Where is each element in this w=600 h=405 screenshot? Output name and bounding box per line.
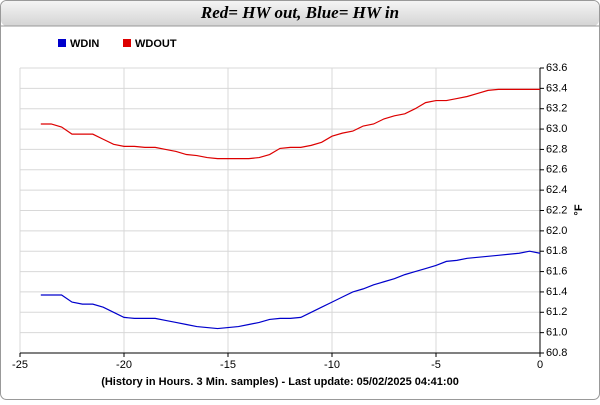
y-tick-label: 63.2: [546, 103, 567, 115]
y-tick-label: 60.8: [546, 347, 567, 359]
y-tick-label: 61.0: [546, 327, 567, 339]
y-tick-label: 62.2: [546, 204, 567, 216]
y-tick-label: 63.6: [546, 62, 567, 74]
y-tick-label: 62.6: [546, 164, 567, 176]
chart-title: Red= HW out, Blue= HW in: [200, 3, 399, 22]
y-tick-label: 63.0: [546, 123, 567, 135]
y-tick-label: 62.4: [546, 184, 567, 196]
x-tick-label: -5: [431, 359, 441, 371]
y-tick-label: 61.8: [546, 245, 567, 257]
y-tick-label: 62.0: [546, 225, 567, 237]
y-tick-label: 62.8: [546, 143, 567, 155]
data-line: [40, 250, 541, 330]
legend-label: WDIN: [70, 38, 99, 50]
legend-label: WDOUT: [135, 38, 177, 50]
x-axis-label: (History in Hours. 3 Min. samples) - Las…: [101, 376, 459, 388]
y-tick-label: 61.4: [546, 286, 567, 298]
y-tick-label: 61.6: [546, 265, 567, 277]
y-axis-label: °F: [573, 204, 585, 215]
x-tick-label: -20: [116, 359, 132, 371]
legend-swatch: [58, 39, 66, 47]
title-bar: [1, 1, 599, 26]
y-tick-label: 61.2: [546, 306, 567, 318]
x-tick-label: 0: [537, 359, 543, 371]
x-tick-label: -15: [220, 359, 236, 371]
x-tick-label: -25: [12, 359, 28, 371]
x-tick-label: -10: [324, 359, 340, 371]
data-line: [40, 88, 540, 160]
legend-swatch: [123, 39, 131, 47]
y-tick-label: 63.4: [546, 82, 567, 94]
